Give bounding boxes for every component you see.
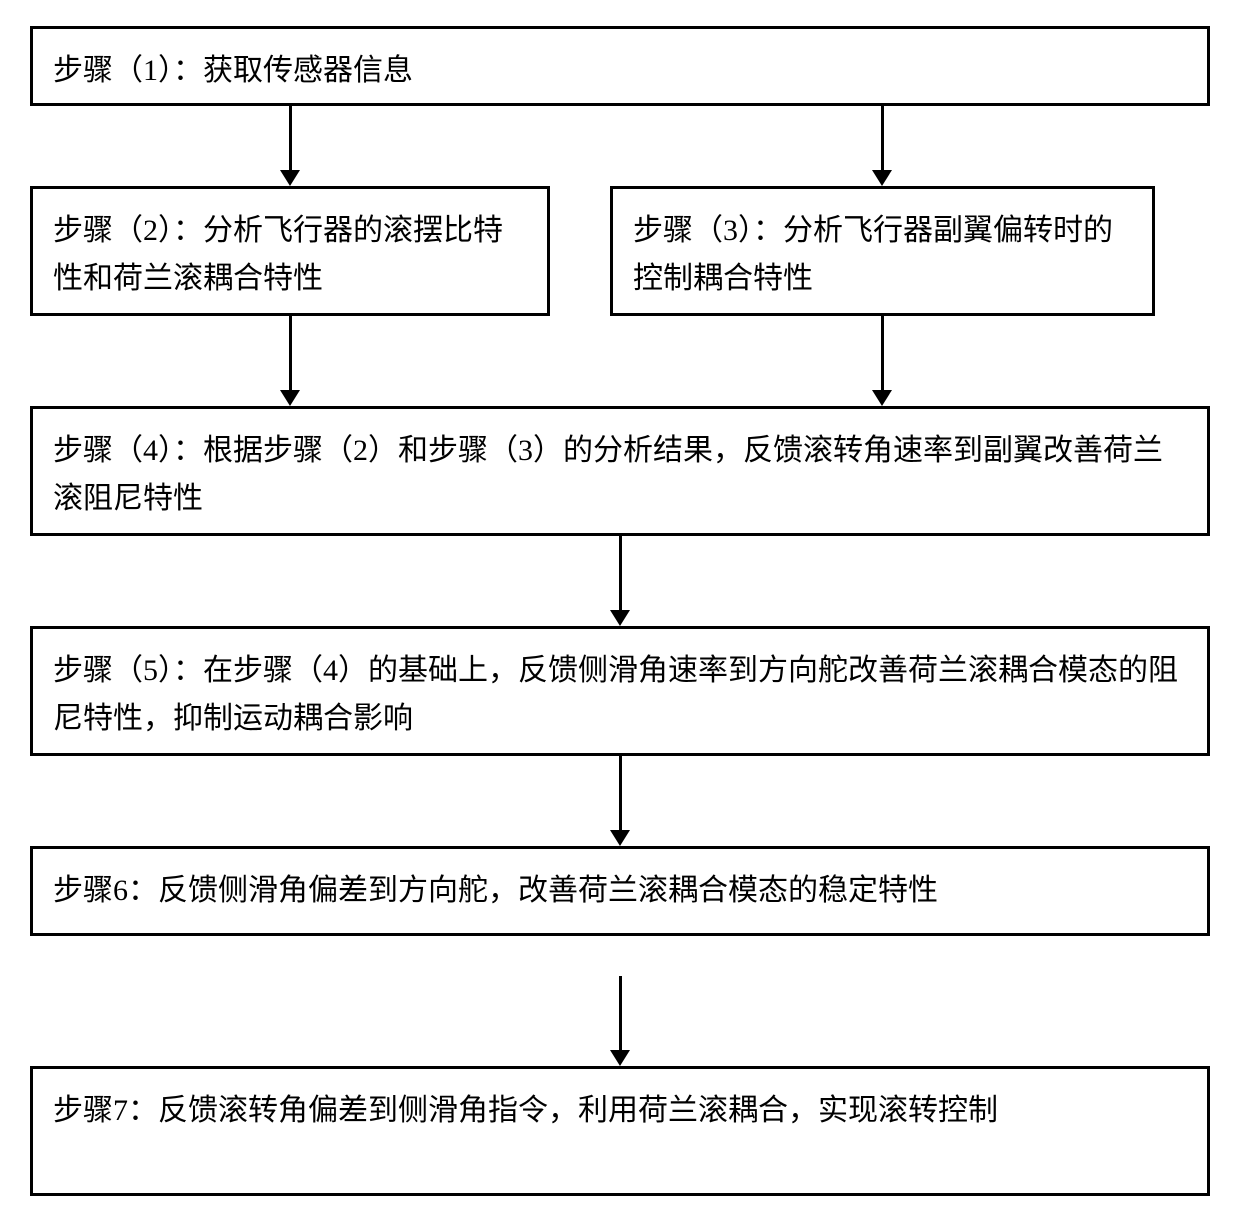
flowchart-node-step2: 步骤（2）：分析飞行器的滚摆比特性和荷兰滚耦合特性 bbox=[30, 186, 550, 316]
flowchart-node-step3: 步骤（3）：分析飞行器副翼偏转时的控制耦合特性 bbox=[610, 186, 1155, 316]
flowchart-node-step5: 步骤（5）：在步骤（4）的基础上，反馈侧滑角速率到方向舵改善荷兰滚耦合模态的阻尼… bbox=[30, 626, 1210, 756]
flowchart-node-step6: 步骤6：反馈侧滑角偏差到方向舵，改善荷兰滚耦合模态的稳定特性 bbox=[30, 846, 1210, 936]
flowchart-edge bbox=[619, 976, 622, 1050]
flowchart-edge bbox=[289, 106, 292, 170]
flowchart-edge bbox=[619, 756, 622, 830]
node-label: 步骤6：反馈侧滑角偏差到方向舵，改善荷兰滚耦合模态的稳定特性 bbox=[53, 874, 938, 907]
arrow-head-icon bbox=[610, 610, 630, 626]
flowchart-edge bbox=[881, 316, 884, 390]
flowchart-edge bbox=[619, 536, 622, 610]
flowchart-node-step4: 步骤（4）：根据步骤（2）和步骤（3）的分析结果，反馈滚转角速率到副翼改善荷兰滚… bbox=[30, 406, 1210, 536]
node-label: 步骤（2）：分析飞行器的滚摆比特性和荷兰滚耦合特性 bbox=[53, 214, 503, 295]
arrow-head-icon bbox=[610, 830, 630, 846]
arrow-head-icon bbox=[872, 170, 892, 186]
arrow-head-icon bbox=[872, 390, 892, 406]
arrow-head-icon bbox=[280, 170, 300, 186]
flowchart-edge bbox=[289, 316, 292, 390]
node-label: 步骤（5）：在步骤（4）的基础上，反馈侧滑角速率到方向舵改善荷兰滚耦合模态的阻尼… bbox=[53, 654, 1178, 735]
arrow-head-icon bbox=[610, 1050, 630, 1066]
node-label: 步骤（3）：分析飞行器副翼偏转时的控制耦合特性 bbox=[633, 214, 1113, 295]
node-label: 步骤（4）：根据步骤（2）和步骤（3）的分析结果，反馈滚转角速率到副翼改善荷兰滚… bbox=[53, 434, 1163, 515]
flowchart-node-step7: 步骤7：反馈滚转角偏差到侧滑角指令，利用荷兰滚耦合，实现滚转控制 bbox=[30, 1066, 1210, 1196]
node-label: 步骤7：反馈滚转角偏差到侧滑角指令，利用荷兰滚耦合，实现滚转控制 bbox=[53, 1094, 998, 1127]
flowchart-node-step1: 步骤（1）：获取传感器信息 bbox=[30, 26, 1210, 106]
arrow-head-icon bbox=[280, 390, 300, 406]
node-label: 步骤（1）：获取传感器信息 bbox=[53, 54, 413, 87]
flowchart-edge bbox=[881, 106, 884, 170]
